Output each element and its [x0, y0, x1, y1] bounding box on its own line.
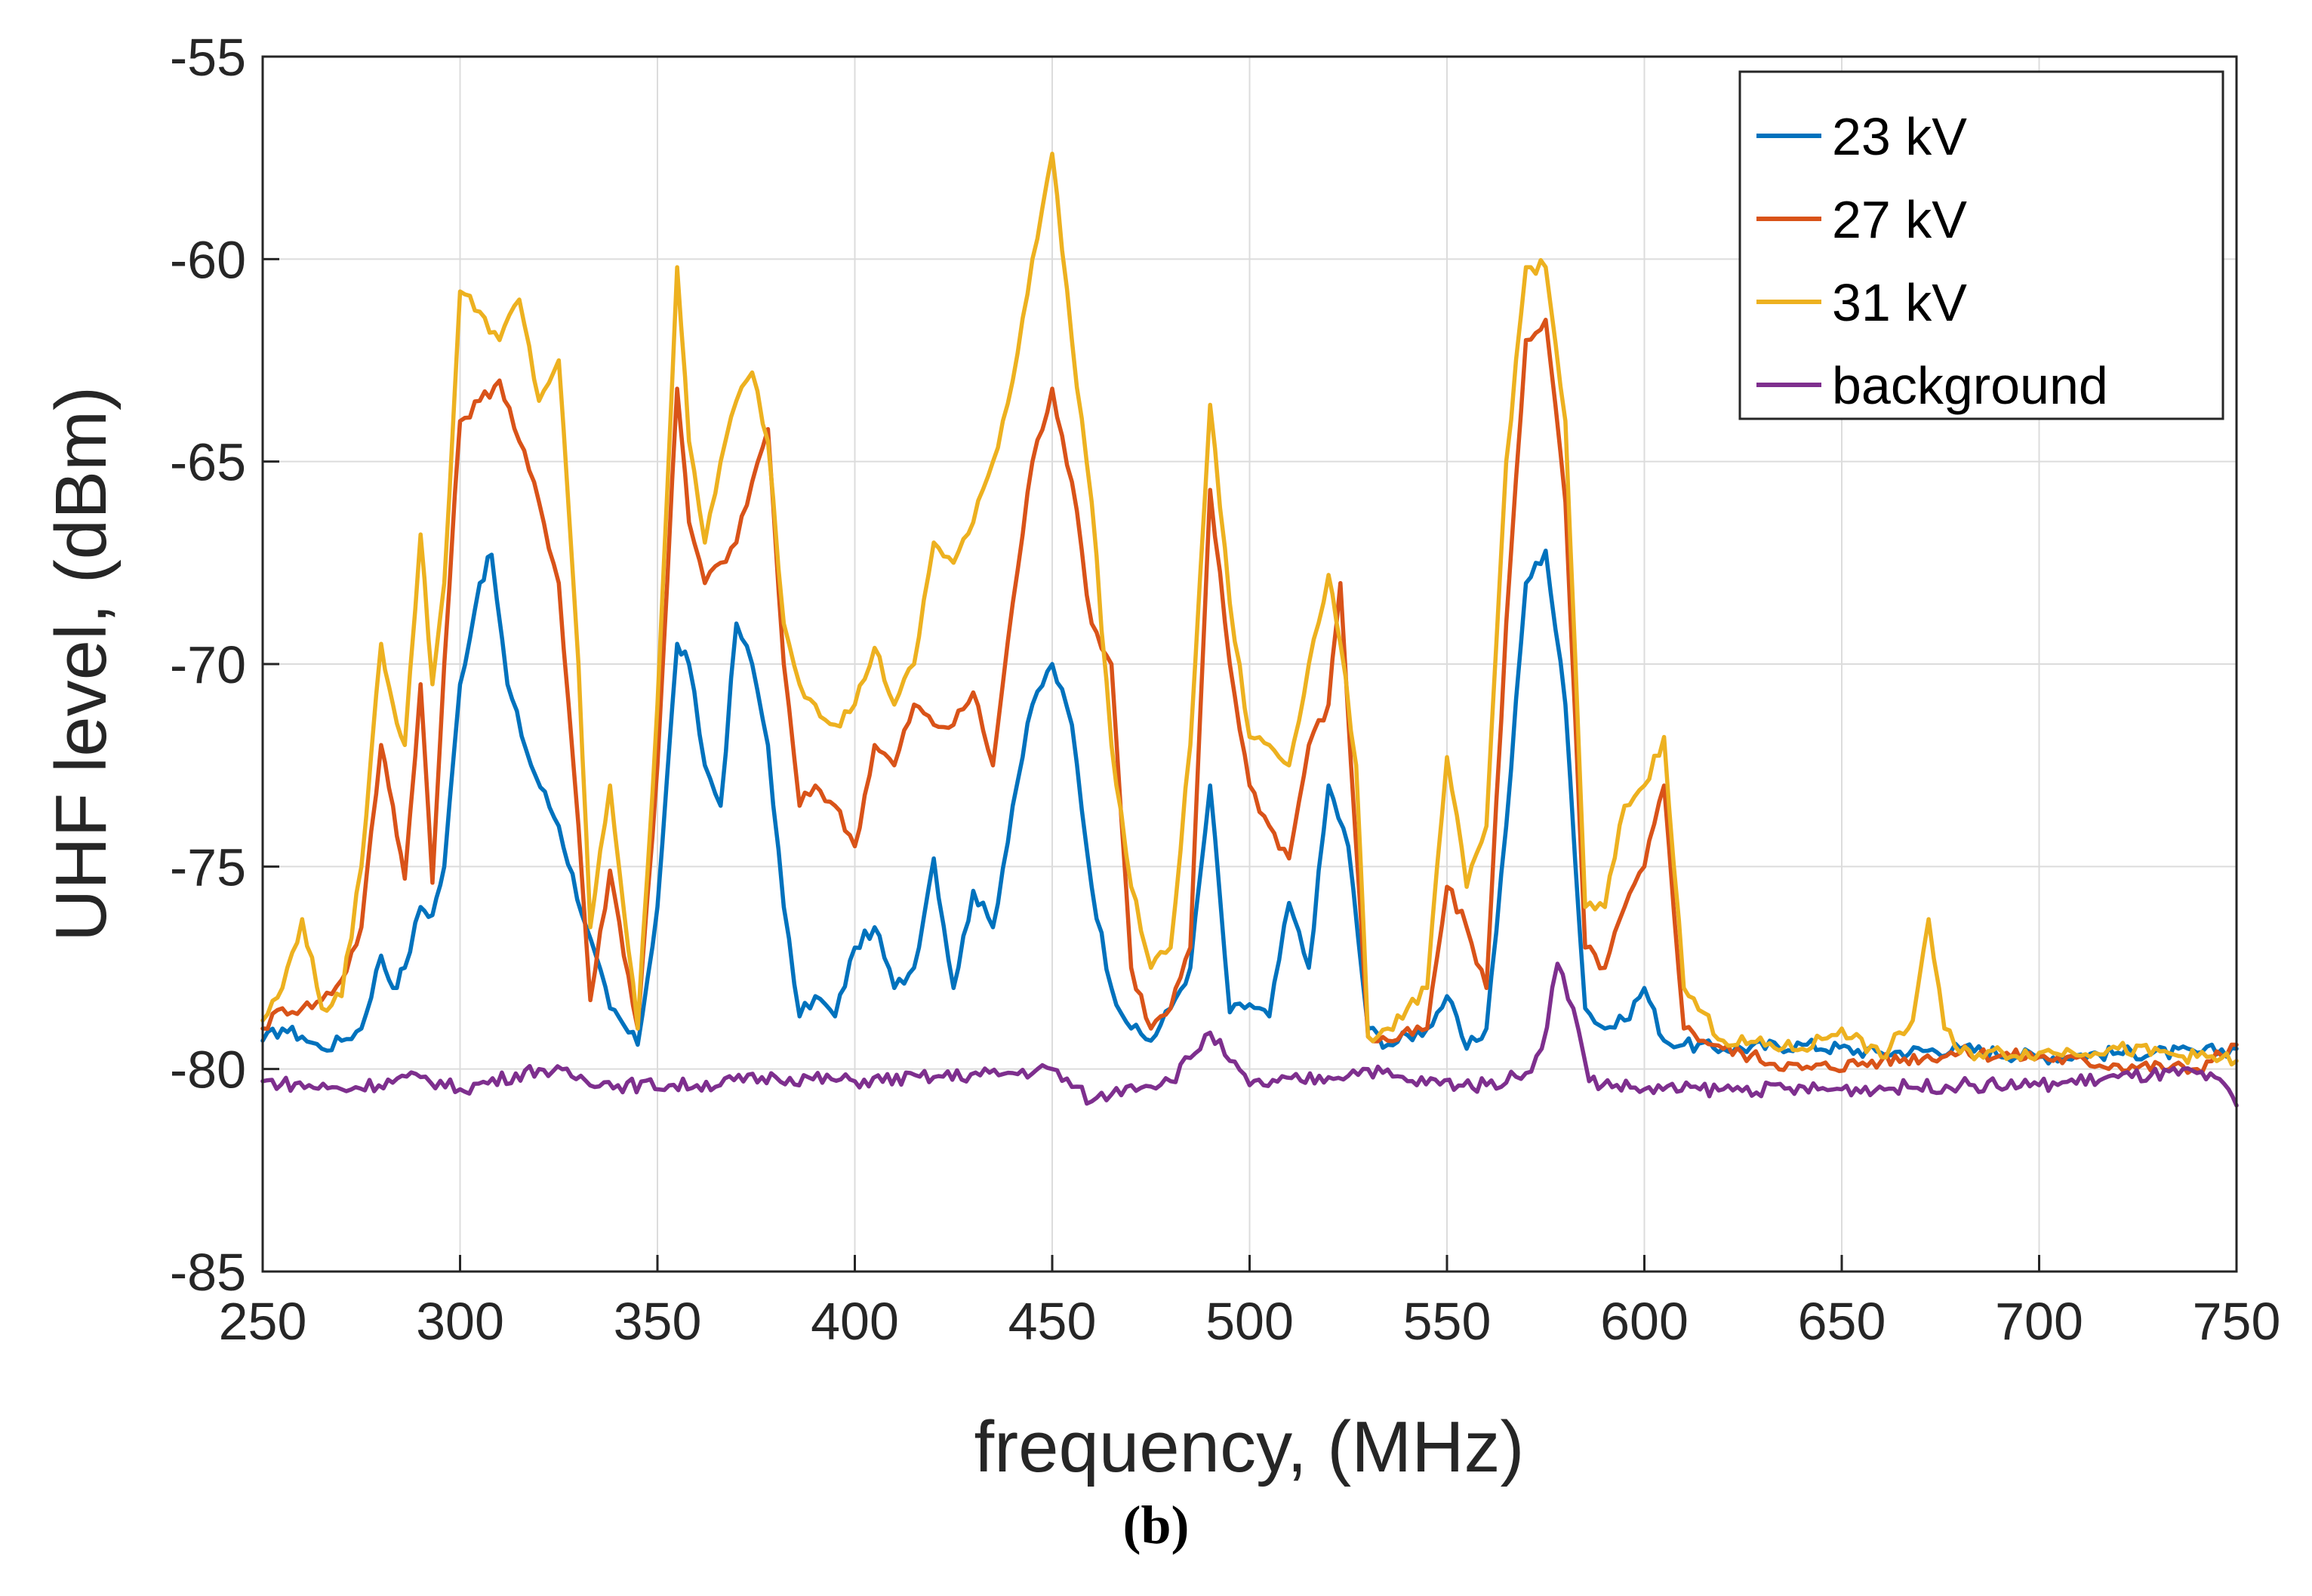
- x-tick-label: 700: [1995, 1292, 2083, 1351]
- x-axis-label: frequency, (MHz): [974, 1407, 1524, 1487]
- y-tick-label: -70: [170, 635, 246, 694]
- x-tick-label: 550: [1403, 1292, 1492, 1351]
- legend-label: 27 kV: [1832, 190, 1967, 249]
- x-tick-label: 450: [1008, 1292, 1097, 1351]
- x-tick-label: 750: [2193, 1292, 2281, 1351]
- y-tick-label: -60: [170, 230, 246, 289]
- x-tick-label: 500: [1205, 1292, 1294, 1351]
- x-tick-label: 350: [614, 1292, 702, 1351]
- x-tick-label: 250: [219, 1292, 307, 1351]
- x-tick-label: 600: [1600, 1292, 1689, 1351]
- y-tick-label: -75: [170, 838, 246, 896]
- y-tick-label: -65: [170, 433, 246, 492]
- legend-label: 31 kV: [1832, 273, 1967, 332]
- y-axis-label: UHF level, (dBm): [41, 386, 122, 942]
- series-line-background: [260, 961, 2239, 1108]
- tick-layer: 250 300 350 400 450 500 550 600 650 700 750 -55 -60 -…: [170, 28, 2281, 1351]
- y-tick-label: -55: [170, 28, 246, 87]
- chart-svg: 250 300 350 400 450 500 550 600 650 700 750 -55 -60 -…: [41, 28, 2281, 1487]
- y-tick-label: -85: [170, 1243, 246, 1302]
- legend-box: [1738, 70, 2224, 420]
- series-line-31-kv: [260, 152, 2239, 1067]
- figure-caption: (b): [0, 1494, 2312, 1557]
- x-tick-label: 400: [811, 1292, 899, 1351]
- series-line-27-kv: [260, 318, 2239, 1075]
- x-tick-label: 300: [416, 1292, 504, 1351]
- legend-label: 23 kV: [1832, 107, 1967, 166]
- legend-label: background: [1832, 356, 2108, 415]
- series-layer: [260, 152, 2239, 1108]
- caption-label: (b): [1122, 1495, 1190, 1555]
- x-tick-label: 650: [1798, 1292, 1886, 1351]
- y-tick-label: -80: [170, 1041, 246, 1099]
- legend: 23 kV 27 kV 31 kV background: [1738, 70, 2224, 420]
